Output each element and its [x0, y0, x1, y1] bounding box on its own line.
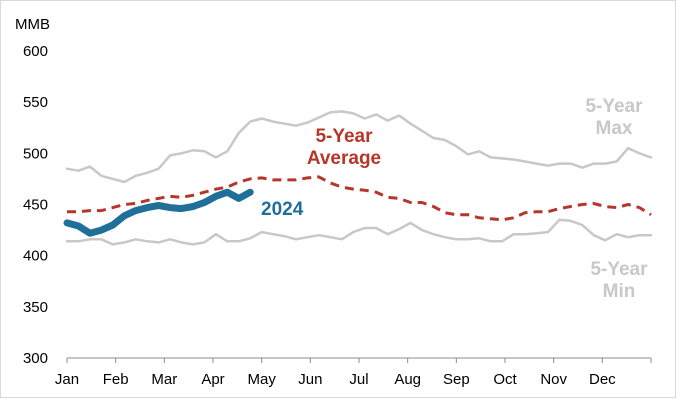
x-tick-label: Jul — [349, 371, 368, 388]
y-axis: 600 550 500 450 400 350 300 — [23, 43, 48, 367]
x-tick-label: May — [247, 371, 276, 388]
series-line-max — [65, 110, 653, 184]
y-tick-label: 550 — [23, 94, 48, 111]
y-tick-label: 400 — [23, 248, 48, 265]
annotation-y2024: 2024 — [261, 199, 304, 220]
x-tick-label: Feb — [103, 371, 129, 388]
y-tick-label: 300 — [23, 350, 48, 367]
y-tick-label: 350 — [23, 299, 48, 316]
annotation-max: 5-Year Max — [585, 96, 643, 139]
x-tick-label: Sep — [443, 371, 470, 388]
x-tick-label: Jun — [298, 371, 322, 388]
y-tick-label: 450 — [23, 197, 48, 214]
x-tick-label: Oct — [493, 371, 517, 388]
x-axis: Jan Feb Mar Apr May Jun Jul Aug Sep Oct Nov Dec — [55, 357, 652, 388]
series-lines — [63, 110, 653, 246]
series-line-avg — [67, 175, 652, 222]
series-annotations: 5-Year Max 5-Year Average 5-Year Min 2024 — [261, 96, 648, 302]
x-tick-label: Nov — [540, 371, 567, 388]
x-tick-label: Apr — [201, 371, 224, 388]
x-tick-label: Aug — [394, 371, 421, 388]
annotation-min: 5-Year Min — [590, 259, 648, 302]
series-line-min — [65, 218, 653, 246]
series-line-y2024 — [63, 188, 254, 237]
y-tick-label: 600 — [23, 43, 48, 60]
y-tick-label: 500 — [23, 145, 48, 162]
x-tick-label: Mar — [151, 371, 177, 388]
x-tick-label: Dec — [589, 371, 616, 388]
y-axis-label: MMB — [15, 16, 50, 33]
x-tick-label: Jan — [55, 371, 79, 388]
annotation-avg: 5-Year Average — [307, 126, 381, 169]
